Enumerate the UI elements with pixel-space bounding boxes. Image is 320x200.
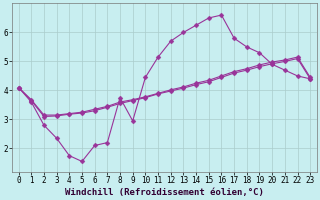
X-axis label: Windchill (Refroidissement éolien,°C): Windchill (Refroidissement éolien,°C) <box>65 188 264 197</box>
